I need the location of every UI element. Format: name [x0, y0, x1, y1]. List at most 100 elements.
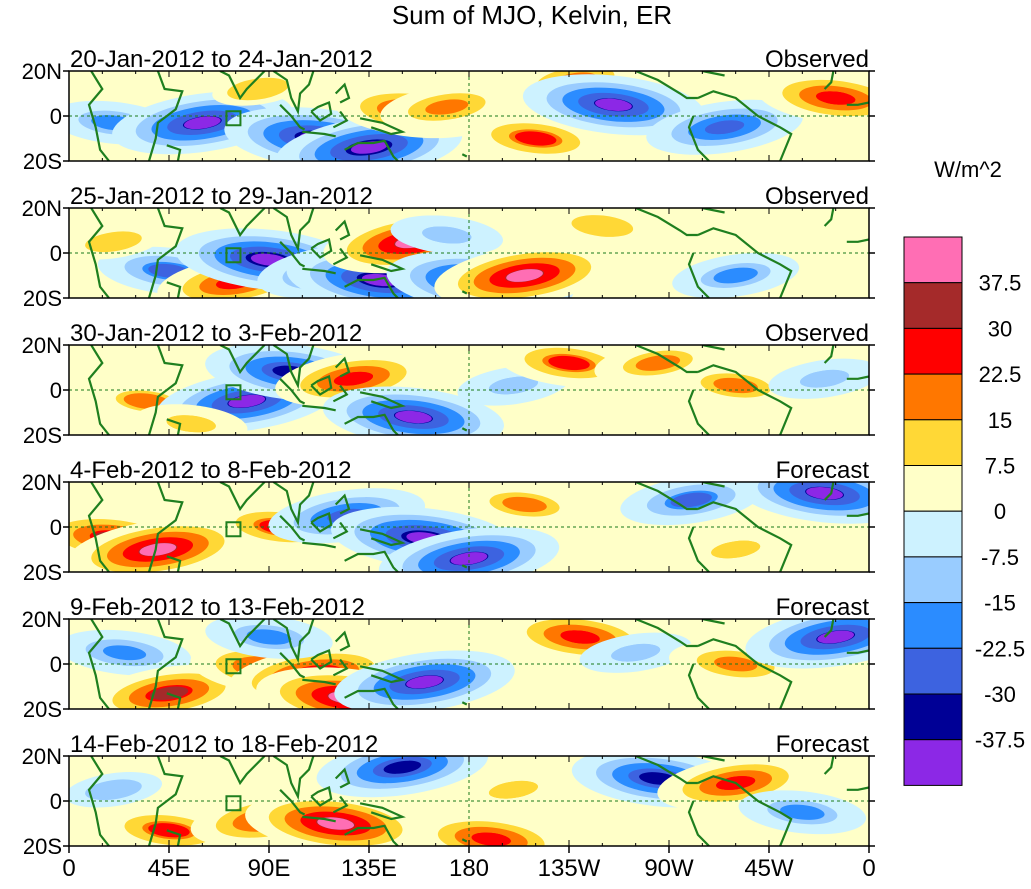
anomaly-cell: [205, 619, 333, 659]
anomaly-cell: [322, 386, 504, 435]
legend-swatch: [903, 327, 963, 375]
contour-level: [350, 141, 388, 154]
coastline: [302, 678, 336, 686]
anomaly-cell: [457, 769, 570, 810]
coastline: [359, 117, 406, 136]
coastline: [334, 767, 351, 789]
legend-swatch: [903, 373, 963, 421]
coastline: [310, 785, 333, 807]
reference-box: [225, 247, 242, 264]
coastline: [279, 515, 306, 542]
coastline: [166, 555, 182, 572]
contour-level: [246, 629, 292, 645]
coastline: [272, 619, 315, 664]
contour-level: [571, 215, 634, 237]
anomaly-cell: [679, 529, 792, 570]
contour-level: [514, 131, 557, 146]
coastline: [332, 384, 349, 403]
legend-label: -37.5: [975, 728, 1025, 753]
coastline: [687, 800, 710, 846]
coastline: [697, 638, 793, 709]
y-tick-label: 20S: [23, 149, 62, 174]
legend-label: -30: [984, 682, 1016, 707]
y-tick-label: 0: [50, 378, 62, 403]
legend-label: -22.5: [975, 636, 1025, 661]
contour-level: [816, 91, 856, 105]
coastline: [219, 619, 266, 649]
panel-period-label: 14-Feb-2012 to 18-Feb-2012: [70, 731, 378, 758]
coastline: [344, 413, 399, 435]
contour-level: [506, 269, 543, 282]
panel-type-label: Observed: [765, 320, 869, 347]
coastline: [823, 71, 835, 90]
x-tick-label: 0: [862, 855, 875, 882]
coastline: [147, 756, 184, 846]
reference-box: [225, 384, 242, 401]
y-tick-label: 0: [50, 515, 62, 540]
contour-level: [670, 492, 712, 508]
coastline: [697, 90, 793, 161]
anomaly-cell: [738, 790, 867, 835]
coastlines: [87, 71, 869, 161]
panel-type-label: Observed: [765, 183, 869, 210]
contour-level: [780, 804, 825, 820]
panel-2: 20N 0 20S 25-Jan-2012 to 29-Jan-2012 Observe…: [22, 183, 875, 311]
coastline: [302, 267, 336, 275]
coastline: [272, 208, 315, 253]
coastline: [147, 345, 184, 435]
coastline: [697, 364, 793, 435]
y-tick-label: 0: [50, 104, 62, 129]
legend-swatch: [903, 510, 963, 558]
contour-level: [139, 543, 177, 556]
coastline: [635, 208, 698, 237]
panel-5: 20N 0 20S 9-Feb-2012 to 13-Feb-2012 Forecast: [22, 594, 875, 722]
chart-title: Sum of MJO, Kelvin, ER: [392, 0, 672, 30]
contour-level: [711, 540, 761, 559]
coastline: [344, 687, 399, 709]
coastline: [332, 795, 349, 814]
legend-swatch: [903, 602, 963, 649]
contour-level: [425, 99, 469, 115]
coastline: [302, 815, 336, 823]
coastline: [823, 208, 835, 227]
contour-level: [611, 643, 661, 662]
anomaly-cell: [579, 632, 692, 673]
coastline: [302, 130, 336, 138]
coastline: [272, 345, 315, 390]
coastline: [147, 71, 184, 161]
coastline: [461, 427, 468, 432]
legend-label: 0: [994, 499, 1006, 524]
panel-4: 20N 0 20S 4-Feb-2012 to 8-Feb-2012 Forecast: [22, 457, 875, 585]
coastline: [334, 219, 351, 241]
x-tick-label: 135W: [538, 855, 601, 882]
coastline: [147, 619, 184, 709]
units-label: W/m^2: [934, 157, 1002, 182]
coastline: [687, 663, 710, 709]
contour-level: [450, 552, 488, 565]
anomaly-cell: [620, 482, 763, 526]
coastline: [310, 374, 333, 396]
coastline: [302, 404, 336, 412]
coastline: [461, 153, 468, 158]
legend-swatch: [903, 739, 963, 786]
y-tick-label: 20S: [23, 697, 62, 722]
coastline: [166, 281, 182, 298]
anomaly-cell: [434, 244, 615, 298]
y-tick-label: 0: [50, 241, 62, 266]
x-tick-label: 180: [449, 855, 489, 882]
y-tick-label: 20N: [22, 744, 62, 769]
panel-period-label: 25-Jan-2012 to 29-Jan-2012: [70, 183, 373, 210]
coastline: [87, 345, 110, 435]
y-tick-label: 20N: [22, 607, 62, 632]
coastline: [846, 375, 869, 380]
contour-level: [800, 369, 850, 388]
anomaly-cell: [460, 482, 589, 527]
anomaly-cell: [671, 363, 800, 408]
coastline: [359, 665, 406, 684]
coastline: [332, 521, 349, 540]
panel-type-label: Forecast: [776, 457, 870, 484]
coastline: [310, 648, 333, 670]
contour-level: [85, 779, 142, 801]
anomaly-cell: [646, 99, 803, 155]
panel-period-label: 9-Feb-2012 to 13-Feb-2012: [70, 594, 365, 621]
